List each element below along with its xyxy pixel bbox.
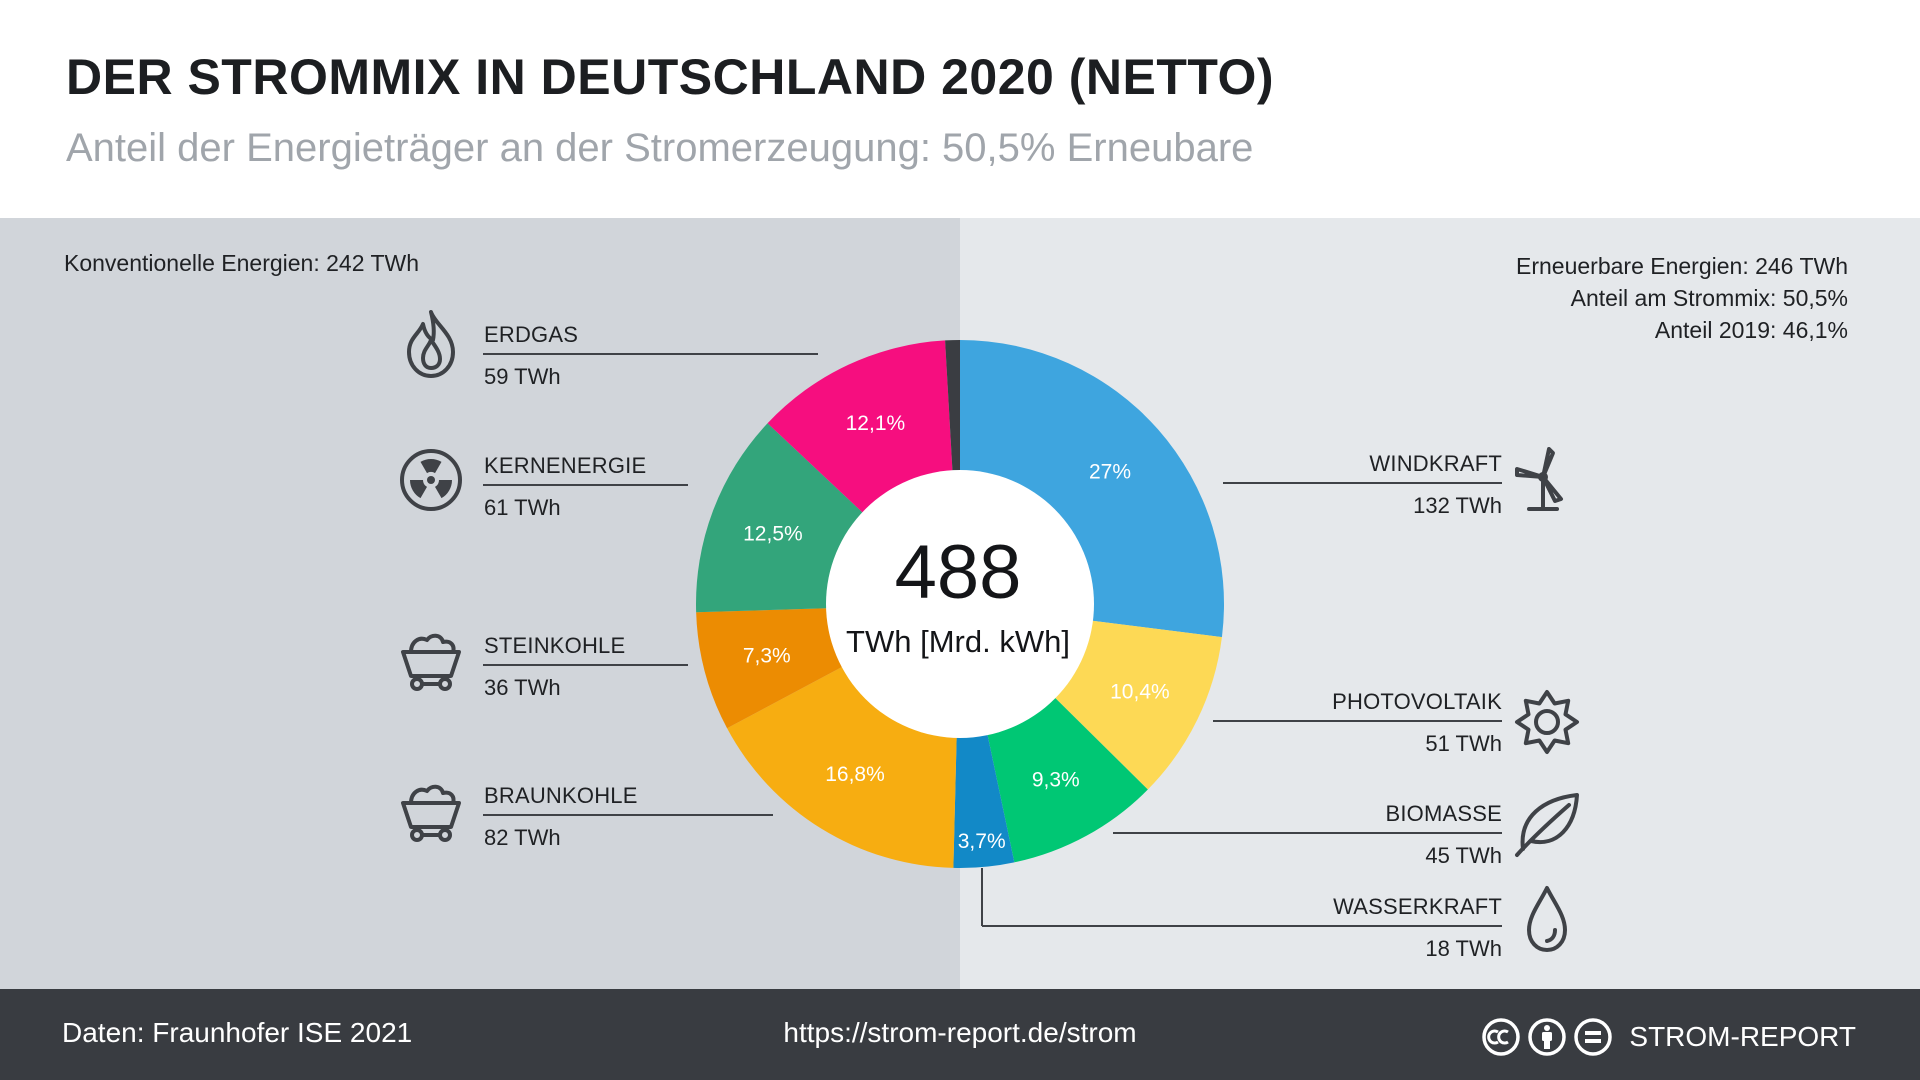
category-name-braunkohle: BRAUNKOHLE xyxy=(484,783,638,808)
pct-label-kernenergie: 12,5% xyxy=(743,522,803,545)
pct-label-steinkohle: 7,3% xyxy=(743,645,791,668)
footer: Daten: Fraunhofer ISE 2021 https://strom… xyxy=(0,989,1920,1080)
footer-link[interactable]: https://strom-report.de/strom xyxy=(783,1017,1137,1048)
leaf-icon-biomasse xyxy=(1515,793,1579,857)
category-name-steinkohle: STEINKOHLE xyxy=(484,633,625,658)
donut-hole xyxy=(826,470,1094,738)
pct-label-biomasse: 9,3% xyxy=(1032,769,1080,792)
footer-brand: STROM-REPORT xyxy=(1481,1017,1856,1057)
cc-nd-icon xyxy=(1574,1018,1613,1056)
category-name-windkraft: WINDKRAFT xyxy=(1369,451,1502,476)
page-title: DER STROMMIX IN DEUTSCHLAND 2020 (NETTO) xyxy=(66,49,1275,105)
pct-label-windkraft: 27% xyxy=(1089,461,1131,484)
category-value-biomasse: 45 TWh xyxy=(1425,843,1502,868)
sun-icon-photovoltaik xyxy=(1515,690,1579,754)
renewable-total: Erneuerbare Energien: 246 TWh xyxy=(1516,253,1848,279)
license-icons xyxy=(1481,1017,1613,1057)
flame-icon-erdgas xyxy=(407,310,455,378)
conventional-summary: Konventionelle Energien: 242 TWh xyxy=(64,250,420,276)
pct-label-braunkohle: 16,8% xyxy=(825,763,885,786)
cc-by-icon xyxy=(1528,1018,1567,1056)
category-name-biomasse: BIOMASSE xyxy=(1385,801,1502,826)
category-value-braunkohle: 82 TWh xyxy=(484,825,561,850)
percent-labels: 27% 10,4% 9,3% 3,7% 16,8% 7,3% 12,5% 12,1% xyxy=(743,412,1170,853)
coal-cart-icon-steinkohle xyxy=(401,633,461,691)
pct-label-photovoltaik: 10,4% xyxy=(1110,680,1170,703)
category-value-windkraft: 132 TWh xyxy=(1413,493,1502,518)
category-name-erdgas: ERDGAS xyxy=(484,322,578,347)
category-value-erdgas: 59 TWh xyxy=(484,364,561,389)
category-name-wasserkraft: WASSERKRAFT xyxy=(1333,894,1502,919)
category-value-photovoltaik: 51 TWh xyxy=(1425,731,1502,756)
water-drop-icon-wasserkraft xyxy=(1527,886,1567,952)
category-name-photovoltaik: PHOTOVOLTAIK xyxy=(1332,689,1502,714)
category-name-kernenergie: KERNENERGIE xyxy=(484,453,646,478)
category-value-wasserkraft: 18 TWh xyxy=(1425,936,1502,961)
cc-icon xyxy=(1482,1018,1521,1056)
category-value-steinkohle: 36 TWh xyxy=(484,675,561,700)
footer-source: Daten: Fraunhofer ISE 2021 xyxy=(62,1017,413,1048)
renewable-share: Anteil am Strommix: 50,5% xyxy=(1570,285,1848,311)
header: DER STROMMIX IN DEUTSCHLAND 2020 (NETTO)… xyxy=(0,0,1920,218)
wind-turbine-icon-windkraft xyxy=(1515,447,1563,511)
coal-cart-icon-braunkohle xyxy=(401,784,461,842)
callouts: WINDKRAFT 132 TWh PHOTOVOLTAIK 51 TWh BIOMAS… xyxy=(483,322,1502,961)
pct-label-erdgas: 12,1% xyxy=(846,412,906,435)
pct-label-wasserkraft: 3,7% xyxy=(958,830,1006,853)
center-total: 488 xyxy=(895,530,1022,615)
radiation-icon-kernenergie xyxy=(400,449,462,511)
renewable-share-2019: Anteil 2019: 46,1% xyxy=(1654,317,1848,343)
center-unit: TWh [Mrd. kWh] xyxy=(846,624,1070,659)
category-icons xyxy=(400,310,1579,952)
category-value-kernenergie: 61 TWh xyxy=(484,495,561,520)
page-subtitle: Anteil der Energieträger an der Stromerz… xyxy=(66,126,1254,170)
renewable-summary: Erneuerbare Energien: 246 TWh Anteil am … xyxy=(1516,250,1848,346)
brand-name: STROM-REPORT xyxy=(1629,1021,1856,1052)
